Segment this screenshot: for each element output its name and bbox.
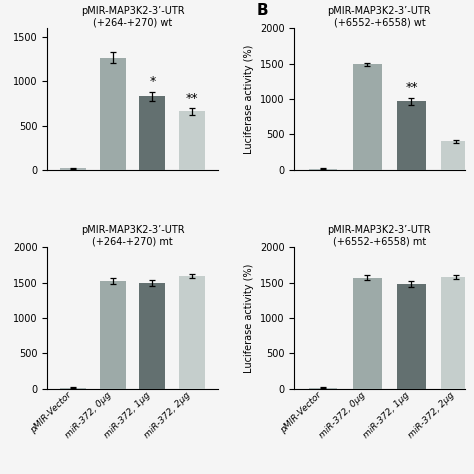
Bar	[60, 388, 86, 389]
Text: **: **	[186, 92, 198, 105]
Title: pMIR-MAP3K2-3’-UTR
(+264-+270) wt: pMIR-MAP3K2-3’-UTR (+264-+270) wt	[81, 6, 184, 27]
Bar	[179, 111, 205, 170]
Bar	[353, 278, 382, 389]
Text: *: *	[149, 75, 155, 89]
Bar	[139, 283, 165, 389]
Text: **: **	[405, 81, 418, 94]
Y-axis label: Luciferase activity (%): Luciferase activity (%)	[245, 264, 255, 373]
Bar	[309, 388, 337, 389]
Title: pMIR-MAP3K2-3’-UTR
(+6552-+6558) mt: pMIR-MAP3K2-3’-UTR (+6552-+6558) mt	[328, 225, 431, 246]
Bar	[60, 168, 86, 170]
Bar	[100, 281, 126, 389]
Bar	[397, 101, 426, 170]
Bar	[309, 169, 337, 170]
Bar	[100, 57, 126, 170]
Bar	[139, 96, 165, 170]
Bar	[179, 276, 205, 389]
Y-axis label: Luciferase activity (%): Luciferase activity (%)	[245, 45, 255, 154]
Title: pMIR-MAP3K2-3’-UTR
(+6552-+6558) wt: pMIR-MAP3K2-3’-UTR (+6552-+6558) wt	[328, 6, 431, 27]
Text: B: B	[257, 3, 268, 18]
Bar	[397, 284, 426, 389]
Title: pMIR-MAP3K2-3’-UTR
(+264-+270) mt: pMIR-MAP3K2-3’-UTR (+264-+270) mt	[81, 225, 184, 246]
Bar	[353, 64, 382, 170]
Bar	[441, 141, 470, 170]
Bar	[441, 277, 470, 389]
